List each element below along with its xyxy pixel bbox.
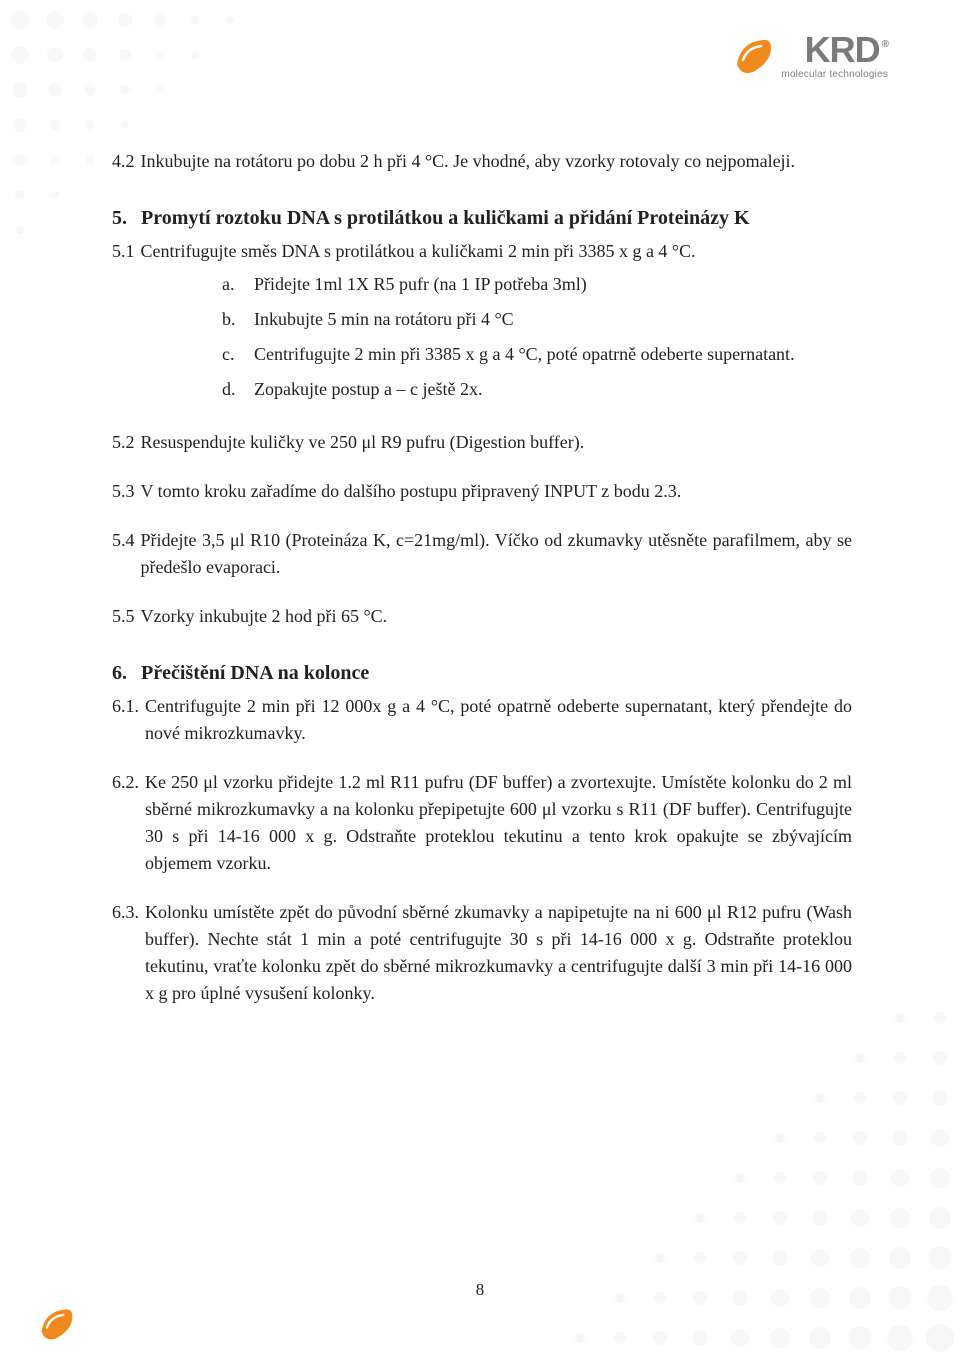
heading-title: Promytí roztoku DNA s protilátkou a kuli…	[141, 207, 852, 230]
logo-brand-text: KRD	[805, 32, 880, 68]
sub-item-a: a. Přidejte 1ml 1X R5 pufr (na 1 IP potř…	[222, 271, 852, 298]
para-text: Ke 250 μl vzorku přidejte 1.2 ml R11 puf…	[145, 769, 852, 877]
paragraph-5-3: 5.3 V tomto kroku zařadíme do dalšího po…	[112, 478, 852, 505]
sub-text: Centrifugujte 2 min při 3385 x g a 4 °C,…	[254, 341, 852, 368]
sub-item-d: d. Zopakujte postup a – c ještě 2x.	[222, 376, 852, 403]
sub-letter: a.	[222, 271, 242, 298]
sub-letter: c.	[222, 341, 242, 368]
sublist-5-1: a. Přidejte 1ml 1X R5 pufr (na 1 IP potř…	[222, 271, 852, 403]
para-number: 4.2	[112, 148, 135, 175]
paragraph-5-4: 5.4 Přidejte 3,5 μl R10 (Proteináza K, c…	[112, 527, 852, 581]
heading-number: 6.	[112, 662, 127, 685]
heading-title: Přečištění DNA na kolonce	[141, 662, 852, 685]
para-number: 6.1.	[112, 693, 139, 747]
sub-item-b: b. Inkubujte 5 min na rotátoru při 4 °C	[222, 306, 852, 333]
footer-swoosh-icon	[36, 1304, 76, 1344]
para-number: 5.1	[112, 238, 135, 265]
para-number: 6.2.	[112, 769, 139, 877]
document-body: 4.2 Inkubujte na rotátoru po dobu 2 h př…	[112, 148, 852, 1029]
heading-6: 6. Přečištění DNA na kolonce	[112, 662, 852, 685]
sub-item-c: c. Centrifugujte 2 min při 3385 x g a 4 …	[222, 341, 852, 368]
para-text: Kolonku umístěte zpět do původní sběrné …	[145, 899, 852, 1007]
para-number: 6.3.	[112, 899, 139, 1007]
sub-text: Zopakujte postup a – c ještě 2x.	[254, 376, 852, 403]
sub-letter: d.	[222, 376, 242, 403]
heading-5: 5. Promytí roztoku DNA s protilátkou a k…	[112, 207, 852, 230]
sub-text: Přidejte 1ml 1X R5 pufr (na 1 IP potřeba…	[254, 271, 852, 298]
brand-logo: KRD ® molecular technologies	[731, 32, 888, 80]
page-number: 8	[0, 1280, 960, 1300]
sub-letter: b.	[222, 306, 242, 333]
para-text: Inkubujte na rotátoru po dobu 2 h při 4 …	[141, 148, 853, 175]
paragraph-6-2: 6.2. Ke 250 μl vzorku přidejte 1.2 ml R1…	[112, 769, 852, 877]
para-number: 5.3	[112, 478, 135, 505]
para-text: Přidejte 3,5 μl R10 (Proteináza K, c=21m…	[141, 527, 853, 581]
para-number: 5.5	[112, 603, 135, 630]
paragraph-5-2: 5.2 Resuspendujte kuličky ve 250 μl R9 p…	[112, 429, 852, 456]
heading-number: 5.	[112, 207, 127, 230]
para-text: V tomto kroku zařadíme do dalšího postup…	[141, 478, 853, 505]
paragraph-6-1: 6.1. Centrifugujte 2 min při 12 000x g a…	[112, 693, 852, 747]
paragraph-5-5: 5.5 Vzorky inkubujte 2 hod při 65 °C.	[112, 603, 852, 630]
logo-tagline: molecular technologies	[781, 70, 888, 80]
para-text: Centrifugujte 2 min při 12 000x g a 4 °C…	[145, 693, 852, 747]
para-number: 5.2	[112, 429, 135, 456]
sub-text: Inkubujte 5 min na rotátoru při 4 °C	[254, 306, 852, 333]
para-text: Vzorky inkubujte 2 hod při 65 °C.	[141, 603, 853, 630]
paragraph-5-1: 5.1 Centrifugujte směs DNA s protilátkou…	[112, 238, 852, 265]
registered-mark: ®	[882, 40, 888, 50]
paragraph-6-3: 6.3. Kolonku umístěte zpět do původní sb…	[112, 899, 852, 1007]
para-number: 5.4	[112, 527, 135, 581]
bg-halftone-bottom-right	[540, 998, 960, 1358]
logo-swoosh-icon	[731, 34, 775, 78]
para-text: Centrifugujte směs DNA s protilátkou a k…	[141, 238, 853, 265]
paragraph-4-2: 4.2 Inkubujte na rotátoru po dobu 2 h př…	[112, 148, 852, 175]
para-text: Resuspendujte kuličky ve 250 μl R9 pufru…	[141, 429, 853, 456]
